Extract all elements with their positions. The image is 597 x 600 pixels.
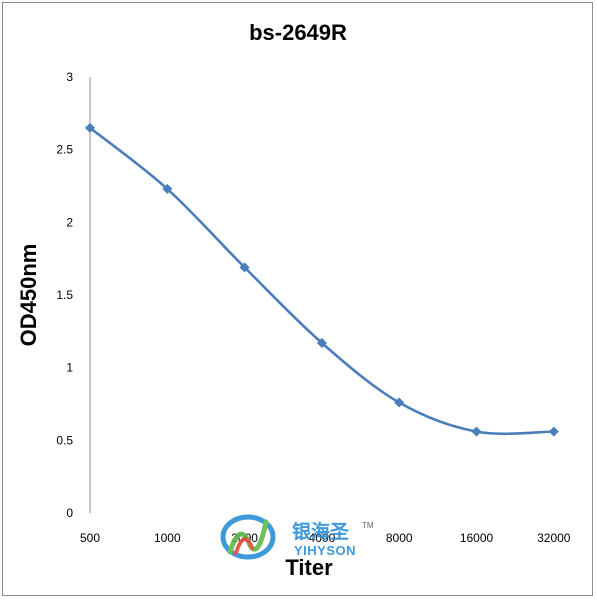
- y-axis-label: OD450nm: [16, 244, 41, 347]
- y-tick-label: 0: [66, 506, 73, 520]
- x-tick-label: 500: [80, 531, 100, 545]
- x-tick-label: 4000: [309, 531, 336, 545]
- series-line: [89, 126, 554, 436]
- y-tick-label: 3: [66, 70, 73, 84]
- data-point-marker: [394, 397, 405, 408]
- x-ticks: 500 1000 2000 4000 8000 16000 32000: [80, 531, 571, 545]
- y-tick-label: 1.5: [56, 288, 73, 302]
- watermark-en-text: YIHYSON: [294, 543, 356, 558]
- data-point-marker: [471, 426, 482, 437]
- x-tick-label: 1000: [154, 531, 181, 545]
- logo-mark-icon: [220, 514, 276, 560]
- data-point-marker: [316, 337, 327, 348]
- y-tick-label: 1: [66, 361, 73, 375]
- y-tick-label: 0.5: [56, 433, 73, 447]
- y-tick-label: 2.5: [56, 143, 73, 157]
- watermark-tm-text: TM: [362, 521, 374, 530]
- y-tick-label: 2: [66, 215, 73, 229]
- watermark-cn-text: 银海圣: [292, 520, 350, 543]
- series-group: [85, 122, 559, 437]
- data-point-marker: [85, 122, 95, 133]
- x-tick-label: 8000: [386, 531, 413, 545]
- data-point-marker: [548, 426, 559, 437]
- chart-title: bs-2649R: [249, 20, 347, 45]
- x-tick-label: 32000: [537, 531, 571, 545]
- x-tick-label: 16000: [460, 531, 494, 545]
- data-point-marker: [162, 183, 173, 194]
- yihyson-logo: 银海圣 TM YIHYSON: [220, 514, 374, 560]
- x-axis-label: Titer: [285, 555, 333, 580]
- data-point-marker: [239, 262, 250, 273]
- y-ticks: 0 0.5 1 1.5 2 2.5 3: [56, 70, 73, 520]
